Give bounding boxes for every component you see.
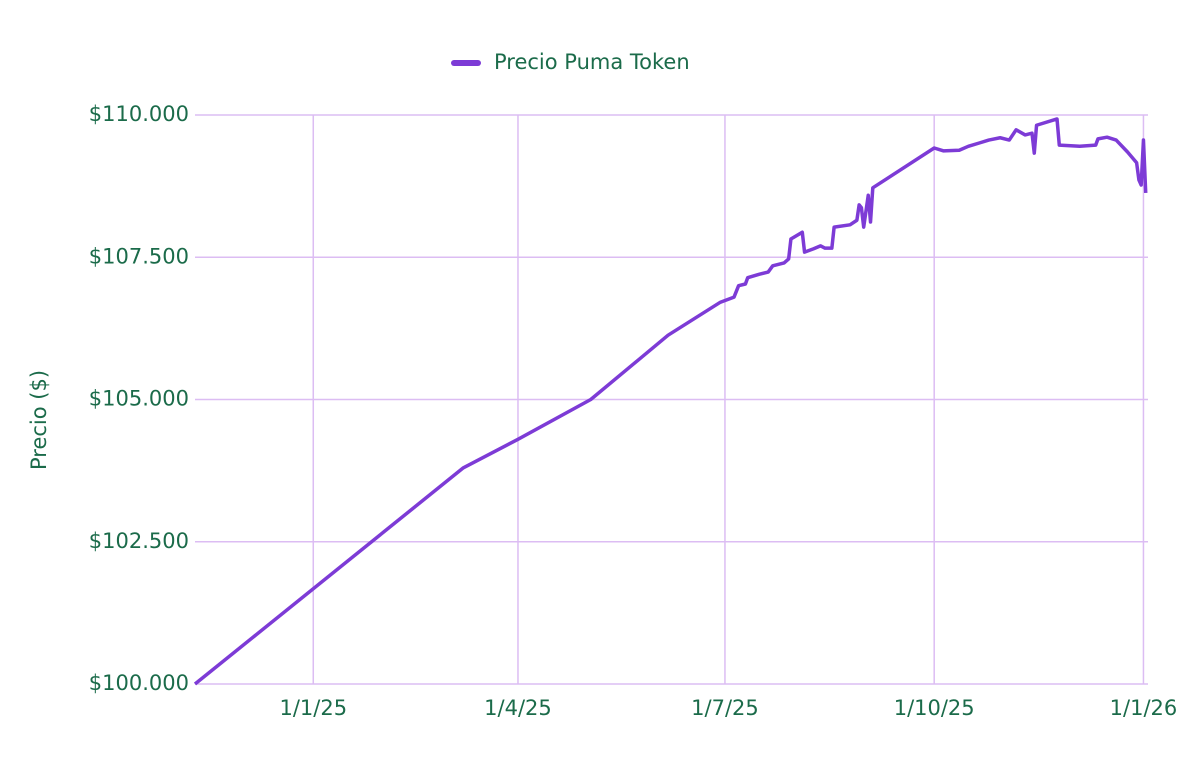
x-tick-label: 1/1/25 [279, 696, 347, 720]
y-tick-label: $107.500 [89, 244, 189, 268]
y-tick-label: $102.500 [89, 529, 189, 553]
y-tick-label: $100.000 [89, 671, 189, 695]
y-tick-label: $110.000 [89, 102, 189, 126]
y-axis-label: Precio ($) [27, 370, 51, 470]
legend-label: Precio Puma Token [494, 50, 690, 74]
x-tick-label: 1/4/25 [484, 696, 552, 720]
y-tick-label: $105.000 [89, 387, 189, 411]
x-tick-label: 1/7/25 [691, 696, 759, 720]
price-line [193, 117, 1148, 686]
x-tick-label: 1/1/26 [1110, 696, 1178, 720]
x-tick-label: 1/10/25 [894, 696, 975, 720]
